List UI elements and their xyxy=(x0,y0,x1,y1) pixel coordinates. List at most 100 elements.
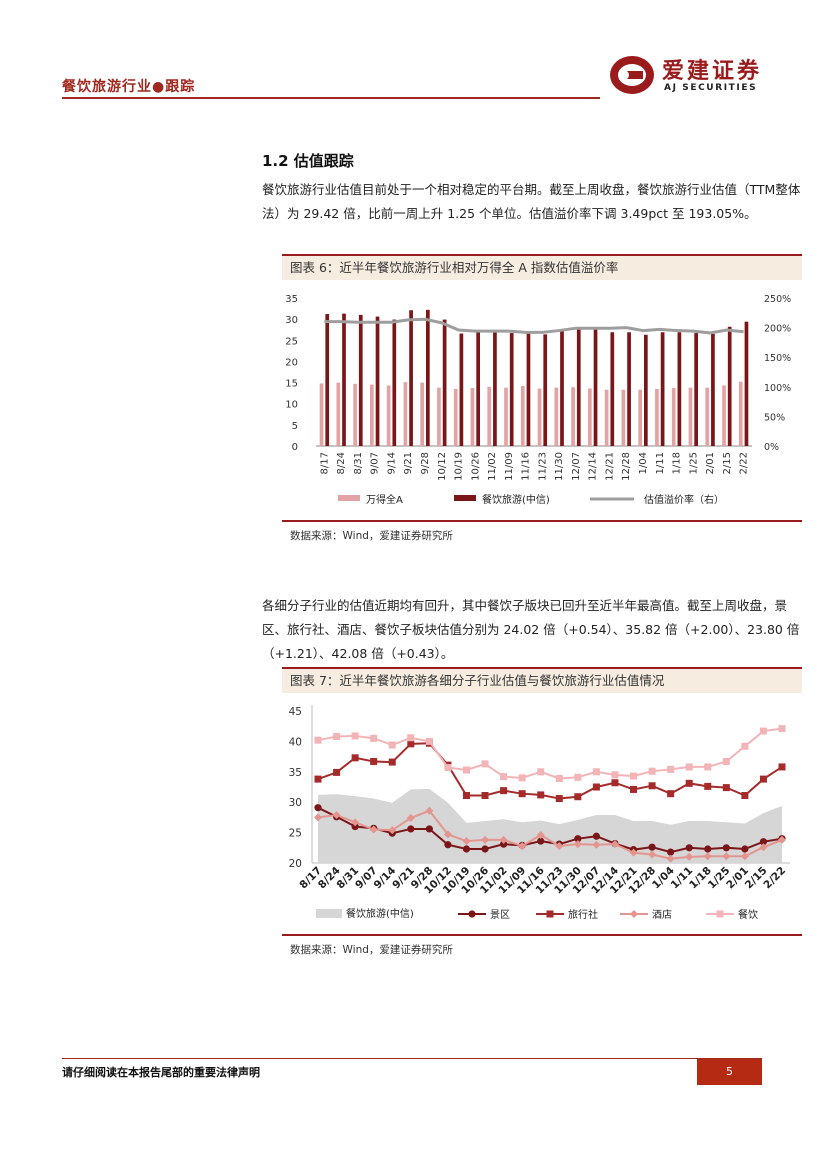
header-rule xyxy=(62,97,600,99)
point-scenic xyxy=(407,825,415,833)
point-catering xyxy=(481,760,489,768)
bar-catering-tourism xyxy=(426,309,430,446)
x-tick-label: 9/14 xyxy=(386,452,397,474)
bar-wind-all-a xyxy=(604,389,609,446)
header-title: 餐饮旅游行业●跟踪 xyxy=(62,79,196,95)
point-hotel xyxy=(778,835,786,844)
point-catering xyxy=(333,733,341,741)
bar-wind-all-a xyxy=(370,384,374,446)
y2-tick-label: 150% xyxy=(764,353,791,364)
bar-catering-tourism xyxy=(560,331,564,446)
figure-7-source: 数据来源：Wind，爱建证券研究所 xyxy=(290,944,453,956)
x-tick-label: 1/25 xyxy=(688,452,699,474)
point-hotel xyxy=(518,841,527,850)
bar-catering-tourism xyxy=(442,319,447,446)
point-hotel xyxy=(314,813,322,822)
point-travel xyxy=(759,775,767,783)
bar-wind-all-a xyxy=(588,388,592,446)
point-hotel xyxy=(443,830,452,839)
point-travel xyxy=(778,763,786,771)
bar-catering-tourism xyxy=(677,332,682,446)
legend-label: 旅行社 xyxy=(568,908,598,921)
bar-wind-all-a xyxy=(722,385,726,446)
point-hotel xyxy=(740,852,749,861)
x-tick-label: 9/07 xyxy=(370,452,381,474)
bar-catering-tourism xyxy=(392,319,397,446)
legend-marker xyxy=(546,910,554,918)
point-catering xyxy=(667,765,675,773)
y-tick-label: 25 xyxy=(285,336,298,347)
point-hotel xyxy=(425,806,434,815)
y-tick-label: 15 xyxy=(285,379,298,390)
point-travel xyxy=(481,792,489,800)
point-travel xyxy=(704,782,712,790)
bar-wind-all-a xyxy=(705,387,710,446)
bar-catering-tourism xyxy=(358,314,363,446)
bar-wind-all-a xyxy=(520,385,525,446)
bar-catering-tourism xyxy=(325,314,330,446)
point-travel xyxy=(611,779,619,787)
point-hotel xyxy=(462,837,471,846)
point-catering xyxy=(611,771,619,779)
bar-catering-tourism xyxy=(694,333,698,446)
point-catering xyxy=(759,727,767,735)
point-scenic xyxy=(351,822,359,831)
point-hotel xyxy=(388,826,397,835)
y2-tick-label: 100% xyxy=(764,383,791,394)
point-hotel xyxy=(499,835,508,844)
y-tick-label: 20 xyxy=(289,858,302,870)
x-tick-label: 12/28 xyxy=(621,452,632,481)
x-tick-label: 10/26 xyxy=(470,452,481,481)
point-catering xyxy=(407,734,415,742)
point-catering xyxy=(778,725,786,733)
y-tick-label: 35 xyxy=(289,767,302,779)
figure-6-title: 图表 6：近半年餐饮旅游行业相对万得全 A 指数估值溢价率 xyxy=(282,256,802,280)
point-scenic xyxy=(648,843,656,851)
bar-catering-tourism xyxy=(342,313,346,446)
point-travel xyxy=(518,790,526,798)
point-hotel xyxy=(406,814,415,823)
figure-6-source: 数据来源：Wind，爱建证券研究所 xyxy=(290,530,453,542)
logo-mark-icon xyxy=(610,56,654,94)
point-hotel xyxy=(351,818,360,827)
bar-wind-all-a xyxy=(688,387,693,446)
point-scenic xyxy=(741,845,749,853)
bar-wind-all-a xyxy=(336,382,341,446)
y2-tick-label: 50% xyxy=(764,412,785,423)
bar-wind-all-a xyxy=(554,387,559,446)
point-hotel xyxy=(666,854,675,863)
bar-catering-tourism xyxy=(711,333,715,446)
bar-catering-tourism xyxy=(576,328,581,446)
x-tick-label: 2/01 xyxy=(705,452,716,474)
point-travel xyxy=(407,740,415,748)
legend-label: 酒店 xyxy=(652,908,672,921)
paragraph-subsectors: 各细分子行业的估值近期均有回升，其中餐饮子版块已回升至近半年最高值。截至上周收盘… xyxy=(262,598,800,661)
point-catering xyxy=(555,774,563,782)
point-travel xyxy=(314,775,322,783)
bar-catering-tourism xyxy=(375,316,380,446)
x-tick-label: 2/22 xyxy=(739,452,750,474)
point-hotel xyxy=(648,850,657,859)
bar-wind-all-a xyxy=(655,388,659,446)
legend-label: 景区 xyxy=(490,909,510,921)
x-tick-label: 11/23 xyxy=(537,452,548,481)
y-tick-label: 10 xyxy=(285,400,298,411)
paragraph-valuation: 餐饮旅游行业估值目前处于一个相对稳定的平台期。截至上周收盘，餐饮旅游行业估值（T… xyxy=(262,182,801,221)
point-hotel xyxy=(555,841,564,850)
point-travel xyxy=(388,758,396,766)
y-tick-label: 30 xyxy=(285,315,298,326)
series-line-catering xyxy=(317,727,783,780)
bar-wind-all-a xyxy=(386,385,391,446)
footer-rule xyxy=(62,1058,762,1059)
bar-catering-tourism xyxy=(459,333,464,446)
legend-marker xyxy=(468,910,476,918)
bar-catering-tourism xyxy=(493,330,497,446)
point-hotel xyxy=(592,840,601,849)
x-tick-label: 8/24 xyxy=(336,452,347,474)
point-scenic xyxy=(500,840,508,848)
figure-7: 图表 7：近半年餐饮旅游各细分子行业估值与餐饮旅游行业估值情况 20 25 30 35… xyxy=(282,667,802,936)
section-title: 1.2 估值跟踪 xyxy=(262,152,354,170)
legend-swatch xyxy=(338,495,360,501)
logo-text-cn: 爱建证券 xyxy=(662,58,763,84)
point-travel xyxy=(722,784,730,792)
